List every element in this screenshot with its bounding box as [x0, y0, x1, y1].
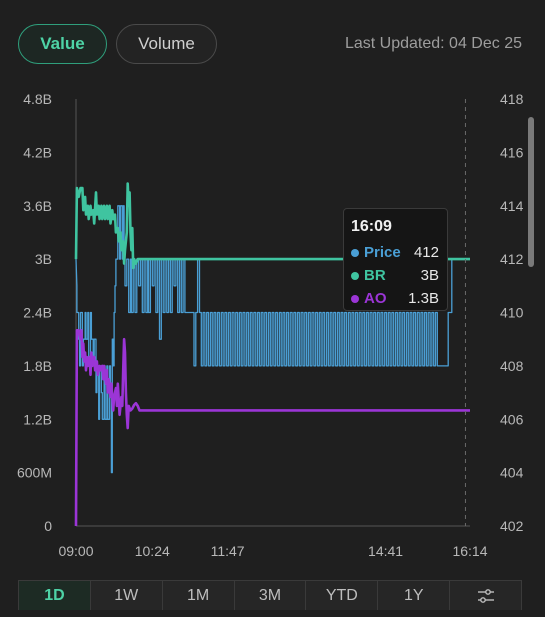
tooltip-row-price: Price 412	[351, 241, 439, 264]
y-right-tick-label: 408	[500, 358, 524, 374]
volume-toggle-button[interactable]: Volume	[116, 24, 217, 64]
y-right-tick-label: 418	[500, 91, 524, 107]
x-tick-label: 14:41	[368, 543, 403, 559]
price-dot-icon	[351, 248, 359, 257]
series-line-price	[75, 205, 470, 474]
range-tabs: 1D 1W 1M 3M YTD 1Y	[18, 580, 522, 610]
y-right-tick-label: 412	[500, 251, 524, 267]
y-left-tick-label: 3B	[35, 251, 52, 267]
sliders-icon	[477, 588, 494, 603]
series-line-br	[74, 182, 470, 270]
tooltip-br-value: 3B	[420, 267, 439, 284]
x-tick-label: 09:00	[58, 543, 93, 559]
tab-1w[interactable]: 1W	[91, 581, 163, 610]
y-right-tick-label: 402	[500, 518, 524, 534]
tooltip-time: 16:09	[351, 218, 392, 235]
value-toggle-button[interactable]: Value	[18, 24, 107, 64]
settings-button[interactable]	[450, 581, 521, 610]
y-left-tick-label: 0	[44, 518, 52, 534]
series-group	[74, 182, 470, 527]
axes-group: 0 600M 1.2B 1.8B 2.4B 3B 3.6B 4.2B 4.8B 402 404 406…	[17, 91, 524, 559]
y-left-tick-label: 3.6B	[23, 198, 52, 214]
series-line-ao	[74, 329, 470, 527]
y-right-tick-label: 404	[500, 465, 524, 481]
tooltip-row-br: BR 3B	[351, 264, 439, 287]
x-tick-label: 10:24	[135, 543, 170, 559]
y-left-tick-label: 600M	[17, 465, 52, 481]
tooltip-row-ao: AO 1.3B	[351, 287, 439, 310]
chart-tooltip: 16:09 Price 412 BR 3B AO 1.3B	[343, 208, 448, 311]
x-tick-label: 16:14	[452, 543, 487, 559]
y-left-tick-label: 4.8B	[23, 91, 52, 107]
tab-1d[interactable]: 1D	[19, 581, 91, 610]
y-right-tick-label: 406	[500, 411, 524, 427]
y-right-tick-label: 414	[500, 198, 524, 214]
tab-3m[interactable]: 3M	[235, 581, 307, 610]
x-tick-label: 11:47	[211, 543, 245, 559]
tooltip-price-value: 412	[413, 244, 439, 261]
tooltip-ao-label: AO	[364, 290, 387, 307]
y-left-tick-label: 2.4B	[23, 305, 52, 321]
last-updated-text: Last Updated: 04 Dec 25	[344, 35, 522, 52]
y-left-tick-label: 1.8B	[23, 358, 52, 374]
tab-1m[interactable]: 1M	[163, 581, 235, 610]
tooltip-price-label: Price	[364, 244, 401, 261]
ao-dot-icon	[351, 294, 359, 303]
y-left-tick-label: 1.2B	[23, 411, 52, 427]
vertical-scrollbar[interactable]	[528, 117, 534, 267]
y-right-tick-label: 416	[500, 144, 524, 160]
tab-ytd[interactable]: YTD	[306, 581, 379, 610]
y-left-tick-label: 4.2B	[23, 144, 52, 160]
tooltip-ao-value: 1.3B	[408, 290, 439, 307]
br-dot-icon	[351, 271, 359, 280]
tooltip-br-label: BR	[364, 267, 386, 284]
tab-1y[interactable]: 1Y	[378, 581, 451, 610]
y-right-tick-label: 410	[500, 305, 524, 321]
